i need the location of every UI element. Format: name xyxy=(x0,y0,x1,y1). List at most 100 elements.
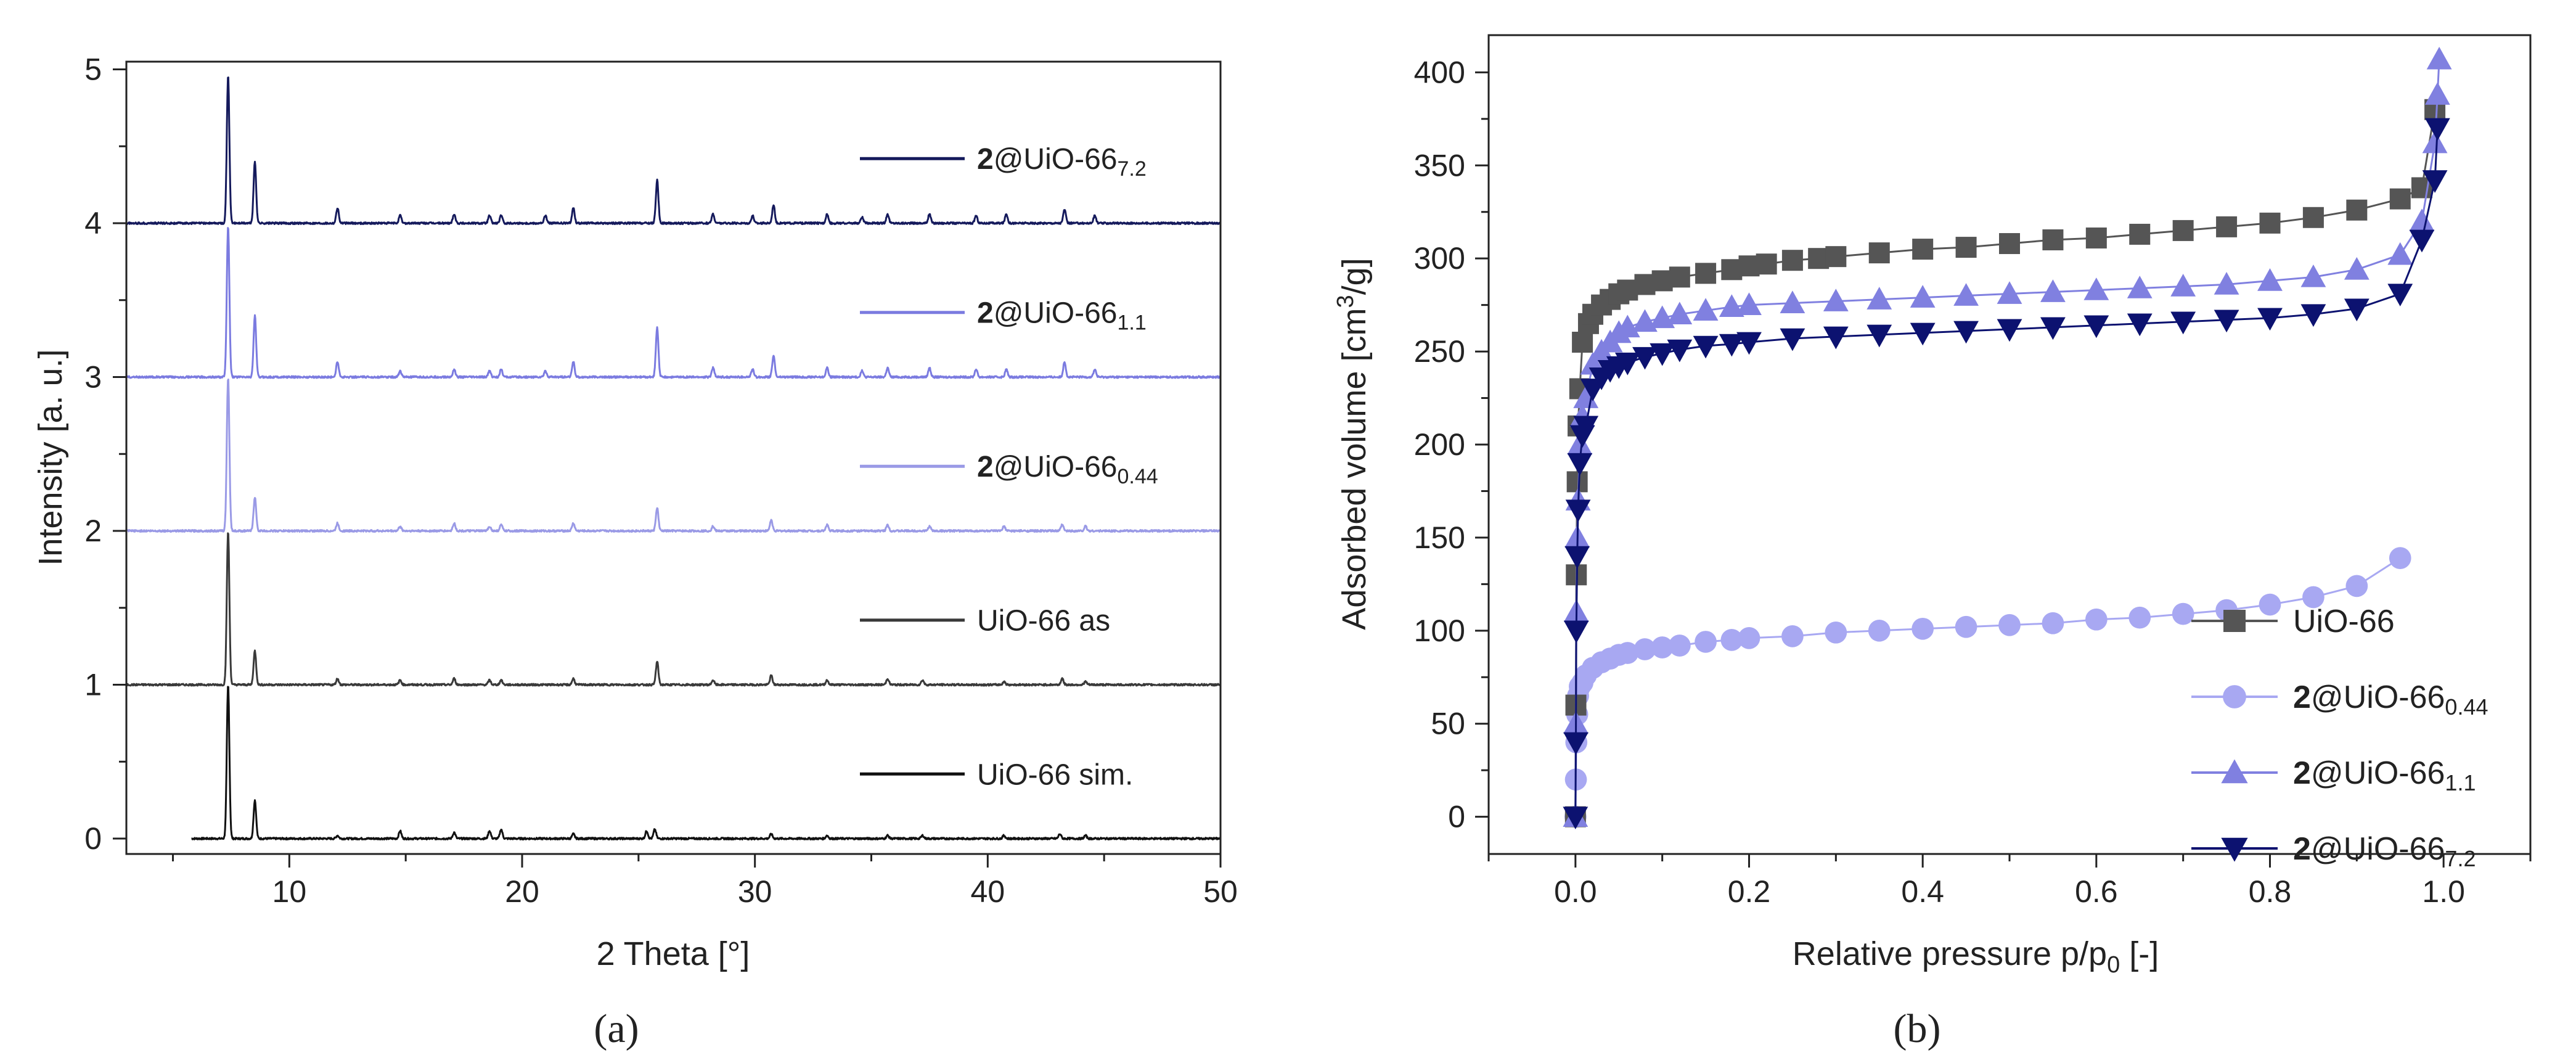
data-point-2-35 xyxy=(2422,130,2448,154)
data-point-2-16 xyxy=(1693,298,1719,321)
legend-label: 2@UiO-667.2 xyxy=(2293,831,2476,871)
chart-b-xlabel-sub: 0 xyxy=(2107,952,2120,978)
legend-label-bold: 2 xyxy=(977,297,994,330)
legend-swatch-marker-1 xyxy=(2223,685,2246,708)
chart-b-xlabel-main: Relative pressure p/p xyxy=(1793,935,2107,972)
y-tick-label: 0 xyxy=(84,821,102,856)
data-point-3-24 xyxy=(1997,319,2022,342)
chart-a-series-group xyxy=(125,76,1222,840)
data-point-2-26 xyxy=(2083,277,2109,300)
data-point-3-2 xyxy=(1563,620,1589,644)
series-group-3 xyxy=(1563,118,2450,830)
data-point-2-30 xyxy=(2257,268,2283,291)
y-tick-label: 200 xyxy=(1414,427,1465,462)
data-point-3-27 xyxy=(2127,313,2153,337)
data-point-0-6 xyxy=(1572,332,1593,353)
series-group-2 xyxy=(1563,46,2452,827)
series-line-2 xyxy=(126,378,1222,533)
data-point-3-34 xyxy=(2409,229,2435,253)
x-tick-label: 0.2 xyxy=(1728,874,1771,909)
chart-b-ylabel: Adsorbed volume [cm3/g] xyxy=(1333,258,1373,630)
data-point-0-26 xyxy=(1999,233,2020,255)
data-point-3-21 xyxy=(1867,324,1892,348)
data-point-3-25 xyxy=(2040,317,2066,340)
data-point-3-22 xyxy=(1910,322,1936,346)
legend-swatch-marker-2 xyxy=(2221,759,2248,784)
data-point-3-7 xyxy=(1573,416,1599,439)
data-point-2-17 xyxy=(1719,294,1744,317)
data-point-3-28 xyxy=(2170,311,2196,335)
data-point-3-18 xyxy=(1736,332,1762,355)
legend-label-main: @UiO-66 xyxy=(2311,679,2445,715)
data-point-2-21 xyxy=(1867,287,1892,310)
chart-a-ylabel: Intensity [a. u.] xyxy=(32,349,69,565)
legend-label-sub: 7.2 xyxy=(2445,846,2476,871)
legend-label-sub: 1.1 xyxy=(1117,311,1146,335)
data-point-0-3 xyxy=(1566,471,1588,493)
data-point-1-14 xyxy=(1651,636,1674,659)
data-point-3-26 xyxy=(2083,315,2109,339)
data-point-1-33 xyxy=(2389,547,2411,569)
legend-swatch-marker-0 xyxy=(2223,610,2246,632)
data-point-2-31 xyxy=(2300,264,2326,287)
data-point-3-23 xyxy=(1953,321,1979,344)
data-point-1-28 xyxy=(2172,602,2194,625)
data-point-3-33 xyxy=(2387,284,2413,306)
chart-b-ylabel-main: Adsorbed volume [cm xyxy=(1336,308,1373,630)
data-point-3-20 xyxy=(1823,326,1849,350)
data-point-1-17 xyxy=(1720,629,1743,651)
series-line-1 xyxy=(125,532,1221,687)
data-point-0-23 xyxy=(1868,242,1890,264)
chart-a-plot-frame xyxy=(125,60,1222,855)
data-point-0-35 xyxy=(2389,188,2411,210)
x-tick-label: 50 xyxy=(1203,874,1238,909)
data-point-0-28 xyxy=(2085,227,2107,248)
data-point-0-27 xyxy=(2042,229,2064,250)
legend-swatch-marker-3 xyxy=(2221,837,2248,862)
data-point-3-16 xyxy=(1693,335,1719,359)
legend-label-sub: 7.2 xyxy=(1117,157,1146,181)
data-point-0-24 xyxy=(1912,239,1934,260)
legend-label-main: @UiO-66 xyxy=(994,143,1118,176)
y-tick-label: 3 xyxy=(84,360,102,395)
data-point-2-5 xyxy=(1567,432,1593,455)
legend-label-main: UiO-66 xyxy=(2293,604,2395,639)
data-point-1-13 xyxy=(1634,638,1656,660)
legend-label-bold: 2 xyxy=(2293,755,2311,791)
y-tick-label: 400 xyxy=(1414,55,1465,89)
data-point-2-23 xyxy=(1953,283,1979,306)
data-point-1-25 xyxy=(2042,612,2064,634)
y-tick-label: 4 xyxy=(84,206,102,240)
data-point-1-12 xyxy=(1616,642,1639,664)
legend-label-sub: 0.44 xyxy=(2445,694,2488,720)
legend-label-sub: 1.1 xyxy=(2445,770,2476,795)
y-tick-label: 300 xyxy=(1414,241,1465,276)
panel-a-caption: (a) xyxy=(594,1006,639,1051)
data-point-0-29 xyxy=(2129,223,2151,245)
y-tick-label: 250 xyxy=(1414,334,1465,369)
data-point-2-15 xyxy=(1667,302,1693,325)
y-tick-label: 350 xyxy=(1414,148,1465,183)
y-tick-label: 50 xyxy=(1431,707,1465,741)
legend-label-main: UiO-66 as xyxy=(977,605,1110,638)
data-point-2-24 xyxy=(1997,281,2022,304)
data-point-3-15 xyxy=(1667,339,1693,363)
legend-label-bold: 2 xyxy=(977,451,994,483)
data-point-0-22 xyxy=(1825,246,1847,268)
data-point-1-16 xyxy=(1695,631,1717,653)
chart-b-axis-ticks: 0.0 0.2 0.4 0.6 0.8 1.0 0 50 100 150 200 250 300 350 4… xyxy=(1414,55,2532,909)
data-point-3-4 xyxy=(1565,499,1591,523)
chart-a-axis-ticks: 10 20 30 40 50 0 1 2 3 4 5 xyxy=(84,52,1238,909)
data-point-0-34 xyxy=(2346,199,2368,221)
x-tick-label: 0.0 xyxy=(1554,874,1597,909)
series-line-0 xyxy=(191,686,1222,840)
legend-label: 2@UiO-661.1 xyxy=(977,297,1147,335)
data-point-1-31 xyxy=(2302,586,2325,609)
legend-label: UiO-66 xyxy=(2293,604,2395,639)
data-point-1-27 xyxy=(2128,606,2151,629)
data-point-2-32 xyxy=(2344,257,2370,280)
legend-label-main: @UiO-66 xyxy=(994,451,1118,483)
data-point-2-22 xyxy=(1910,285,1936,308)
data-point-2-37 xyxy=(2426,46,2452,70)
